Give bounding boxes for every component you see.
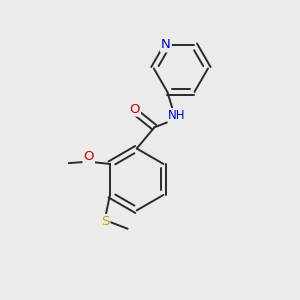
Text: S: S — [101, 215, 110, 228]
Text: NH: NH — [168, 109, 186, 122]
Text: O: O — [129, 103, 140, 116]
Text: O: O — [83, 150, 94, 163]
Text: N: N — [161, 38, 171, 52]
